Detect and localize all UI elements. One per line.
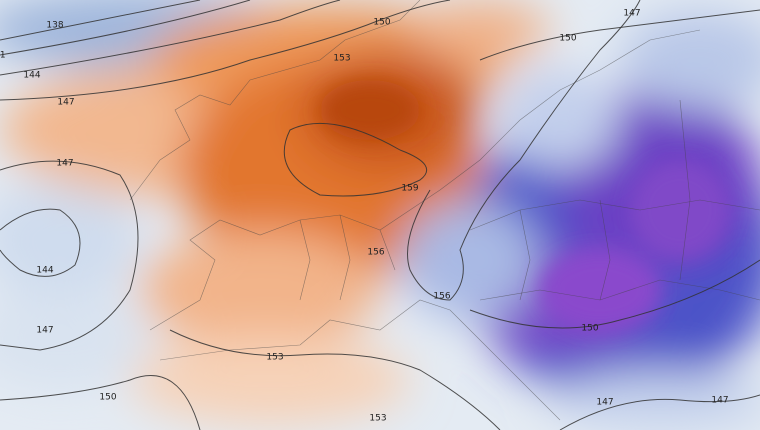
contour-label: 153 — [333, 54, 350, 64]
contour-label: 144 — [36, 266, 53, 276]
contour-label: 147 — [57, 98, 74, 108]
contour-label: 150 — [99, 393, 116, 403]
contour-label: 159 — [401, 184, 418, 194]
contour-label: 156 — [433, 292, 450, 302]
contour-label: 138 — [46, 21, 63, 31]
contour-label: 153 — [369, 414, 386, 424]
borders — [129, 0, 760, 421]
contour-label: 153 — [266, 353, 283, 363]
contour-label: 147 — [36, 326, 53, 336]
contour-label: 147 — [711, 396, 728, 406]
contour-label: 156 — [367, 248, 384, 258]
contour-label: 150 — [559, 34, 576, 44]
contour-label: 147 — [56, 159, 73, 169]
contour-label: 144 — [23, 71, 40, 81]
contour-label: 150 — [373, 18, 390, 28]
contour-labels: 138 141 144 147 150 153 150 147 147 159 … — [0, 9, 729, 424]
contour-label: 147 — [596, 398, 613, 408]
contour-label: 141 — [0, 51, 6, 61]
contour-label: 147 — [623, 9, 640, 19]
contour-label: 150 — [581, 324, 598, 334]
